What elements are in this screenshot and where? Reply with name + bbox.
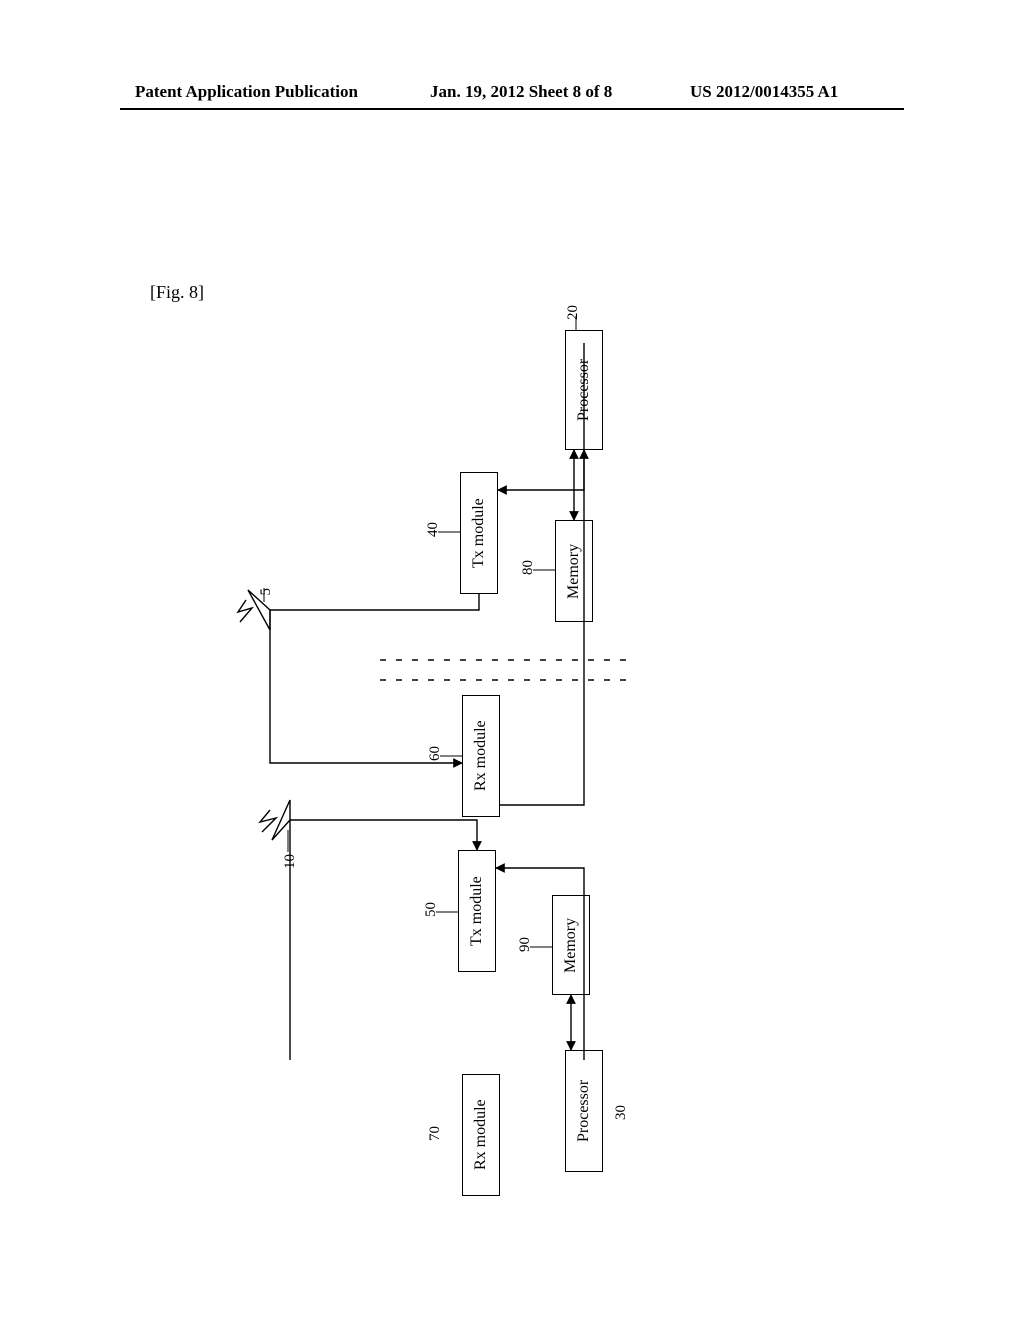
processor-bot-label: Processor <box>575 1080 593 1142</box>
block-diagram: Processor Tx module Memory Rx module Tx … <box>230 310 630 1060</box>
header-rule <box>120 108 904 110</box>
ref-30: 30 <box>613 1105 630 1120</box>
ref-90: 90 <box>517 937 534 952</box>
rx-bot-label: Rx module <box>472 1100 490 1171</box>
header-right: US 2012/0014355 A1 <box>690 82 838 102</box>
memory-bot-label: Memory <box>562 917 580 972</box>
tx-bot-box: Tx module <box>458 850 496 972</box>
ref-70: 70 <box>427 1126 444 1141</box>
rx-top-box: Rx module <box>462 695 500 817</box>
processor-top-box: Processor <box>565 330 603 450</box>
memory-top-box: Memory <box>555 520 593 622</box>
ref-40: 40 <box>425 522 442 537</box>
ref-80: 80 <box>520 560 537 575</box>
ref-60: 60 <box>427 746 444 761</box>
ref-20: 20 <box>565 305 582 320</box>
ref-5: 5 <box>258 588 275 596</box>
processor-top-label: Processor <box>575 359 593 421</box>
figure-label: [Fig. 8] <box>150 282 204 303</box>
processor-bot-box: Processor <box>565 1050 603 1172</box>
rx-bot-box: Rx module <box>462 1074 500 1196</box>
tx-bot-label: Tx module <box>468 876 486 946</box>
memory-top-label: Memory <box>565 543 583 598</box>
ref-10: 10 <box>282 854 299 869</box>
tx-top-label: Tx module <box>470 498 488 568</box>
memory-bot-box: Memory <box>552 895 590 995</box>
tx-top-box: Tx module <box>460 472 498 594</box>
ref-50: 50 <box>423 902 440 917</box>
rx-top-label: Rx module <box>472 721 490 792</box>
header-center: Jan. 19, 2012 Sheet 8 of 8 <box>430 82 612 102</box>
header-left: Patent Application Publication <box>135 82 358 102</box>
